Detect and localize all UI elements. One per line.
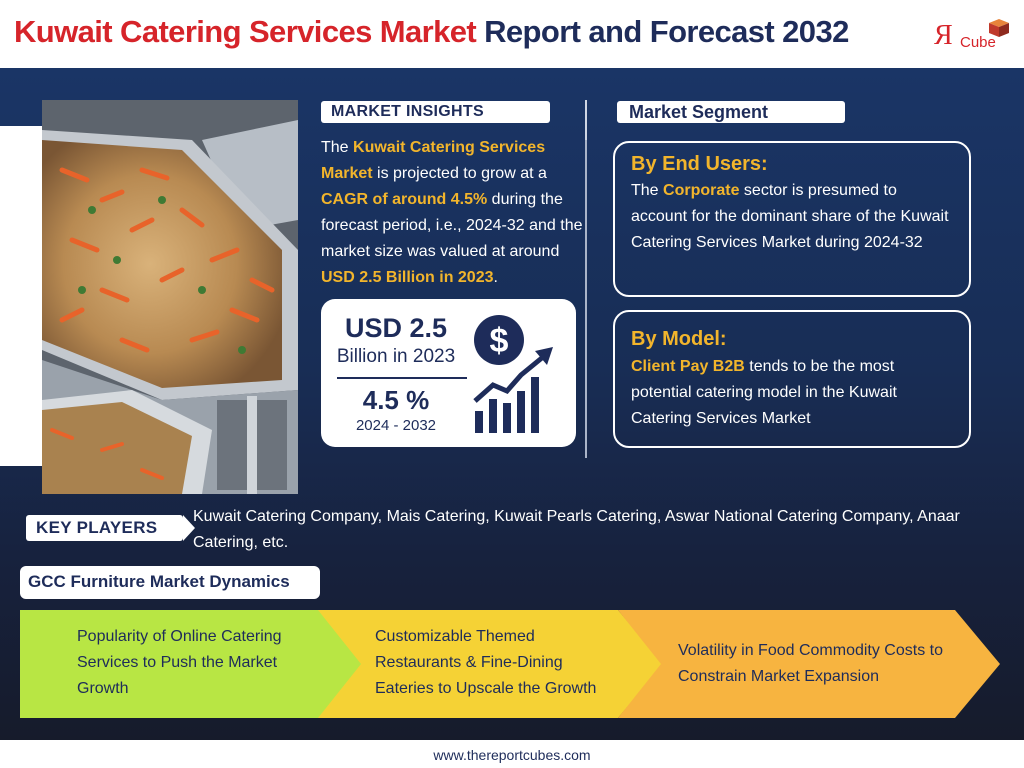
key-players-arrow: [183, 515, 195, 541]
logo-letter: Я: [934, 20, 953, 51]
dynamics-item-2: Customizable Themed Restaurants & Fine-D…: [375, 628, 597, 697]
catering-food-photo: [42, 100, 298, 494]
header: Kuwait Catering Services Market Report a…: [0, 0, 1024, 68]
segment-model: By Model: Client Pay B2B tends to be the…: [613, 310, 971, 448]
stats-card: USD 2.5 Billion in 2023 4.5 % 2024 - 203…: [321, 299, 576, 447]
highlighted-text: Corporate: [663, 182, 740, 199]
text-run: during the forecast period, i.e., 2024-3…: [321, 191, 583, 260]
cube-icon: [989, 19, 1009, 37]
stats-divider: [337, 377, 467, 379]
cagr-value: 4.5 %: [362, 385, 430, 415]
chafing-dish-illustration: [42, 100, 298, 494]
text-run: The: [321, 139, 354, 156]
divider-line-top: [585, 100, 587, 140]
main-panel: MARKET INSIGHTS The Kuwait Catering Serv…: [0, 68, 1024, 740]
logo-text: Cube: [960, 34, 996, 51]
text-run: sector is presumed to account for the do…: [631, 182, 949, 251]
segment-end-users-title: By End Users:: [631, 153, 768, 175]
decorative-strip: [0, 126, 42, 466]
title-highlight: Kuwait Catering Services Market: [14, 14, 477, 49]
segment-model-text: Client Pay B2B tends to be the most pote…: [631, 354, 951, 432]
highlighted-text: Client Pay B2B: [631, 358, 745, 375]
dynamics-item-1: Popularity of Online Catering Services t…: [77, 628, 282, 697]
key-players-heading: KEY PLAYERS: [26, 515, 183, 541]
text-run: The: [631, 182, 664, 199]
highlighted-text: USD 2.5 Billion in 2023: [321, 269, 494, 286]
divider-line: [585, 140, 587, 458]
page-title: Kuwait Catering Services Market Report a…: [14, 14, 849, 50]
segment-end-users: By End Users: The Corporate sector is pr…: [613, 141, 971, 297]
website-link[interactable]: www.thereportcubes.com: [433, 747, 591, 763]
dynamics-item-3: Volatility in Food Commodity Costs to Co…: [678, 642, 943, 685]
text-run: .: [493, 269, 498, 286]
cagr-period: 2024 - 2032: [355, 417, 437, 434]
dynamics-chevron-3: [618, 610, 1000, 718]
text-run: is projected to grow at a: [372, 165, 547, 182]
svg-text:$: $: [490, 322, 509, 360]
market-insights-heading: MARKET INSIGHTS: [321, 101, 550, 123]
report-cube-logo: Я Cube: [934, 18, 1014, 54]
dollar-growth-icon: $: [473, 315, 553, 433]
market-insights-text: The Kuwait Catering Services Market is p…: [321, 135, 585, 291]
market-size-year: Billion in 2023: [336, 346, 456, 367]
dynamics-chevron-1: [20, 610, 365, 718]
key-players-list: Kuwait Catering Company, Mais Catering, …: [193, 508, 960, 551]
segment-model-title: By Model:: [631, 328, 727, 350]
market-size-value: USD 2.5: [344, 313, 448, 343]
highlighted-text: Kuwait Catering Services Market: [321, 139, 546, 182]
dynamics-chevron-2: [318, 610, 663, 718]
title-rest: Report and Forecast 2032: [484, 14, 849, 49]
market-segment-heading: Market Segment: [617, 101, 845, 123]
segment-end-users-text: The Corporate sector is presumed to acco…: [631, 178, 951, 256]
dynamics-heading: GCC Furniture Market Dynamics: [20, 566, 320, 599]
footer: www.thereportcubes.com: [0, 740, 1024, 768]
highlighted-text: CAGR of around 4.5%: [321, 191, 488, 208]
text-run: tends to be the most potential catering …: [631, 358, 897, 427]
